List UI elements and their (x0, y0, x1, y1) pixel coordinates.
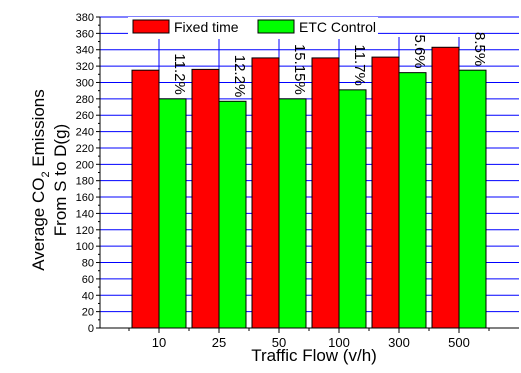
x-tick-label-500: 500 (448, 335, 470, 350)
x-axis-title: Traffic Flow (v/h) (251, 346, 377, 365)
legend-swatch-1 (257, 19, 295, 34)
bar-fixed-time-300 (371, 56, 400, 329)
y-tick-label-360: 360 (76, 28, 94, 40)
y-tick-label-340: 340 (76, 45, 94, 57)
y-tick-label-380: 380 (76, 12, 94, 24)
y-tick-label-220: 220 (76, 143, 94, 155)
y-axis-title-subscript: 2 (40, 171, 52, 177)
x-tick-label-25: 25 (212, 335, 226, 350)
bar-etc-control-500 (458, 69, 487, 329)
y-tick-label-40: 40 (82, 290, 94, 302)
bar-fixed-time-25 (191, 68, 220, 329)
x-tick-label-50: 50 (272, 335, 286, 350)
bars (131, 46, 487, 329)
y-tick-label-140: 140 (76, 208, 94, 220)
legend: Fixed time ETC Control (128, 17, 378, 39)
annotations: 11.2% 12.2% 15.15% 11.7% 5.6% 8.5% (171, 32, 488, 97)
bar-etc-control-300 (398, 72, 427, 329)
bar-fixed-time-50 (251, 57, 280, 329)
annotation-100: 11.7% (351, 44, 368, 85)
annotation-500: 8.5% (471, 32, 488, 66)
y-tick-label-320: 320 (76, 61, 94, 73)
y-tick-label-80: 80 (82, 258, 94, 270)
annotation-10: 11.2% (171, 53, 188, 94)
legend-label-1: ETC Control (299, 19, 376, 35)
bar-etc-control-50 (278, 98, 307, 329)
y-tick-label-0: 0 (88, 323, 94, 335)
y-axis-title: Average CO2 Emissions From S to D(g) (29, 89, 70, 271)
annotation-25: 12.2% (231, 55, 248, 98)
y-tick-label-120: 120 (76, 225, 94, 237)
bar-fixed-time-10 (131, 69, 160, 329)
y-tick-label-300: 300 (76, 77, 94, 89)
y-tick-label-260: 260 (76, 110, 94, 122)
bar-etc-control-100 (338, 89, 367, 329)
legend-background (128, 17, 378, 39)
legend-swatch-0 (132, 19, 170, 34)
bar-etc-control-25 (218, 100, 247, 329)
bar-etc-control-10 (158, 98, 187, 329)
axes: 0 20 40 60 80 100 120 140 160 180 200 220 240 260 280 3… (76, 12, 519, 350)
y-tick-label-160: 160 (76, 192, 94, 204)
y-tick-label-240: 240 (76, 127, 94, 139)
y-tick-label-200: 200 (76, 159, 94, 171)
y-tick-label-280: 280 (76, 94, 94, 106)
y-tick-label-100: 100 (76, 241, 94, 253)
x-tick-label-300: 300 (388, 335, 410, 350)
x-tick-label-100: 100 (328, 335, 350, 350)
y-tick-label-20: 20 (82, 307, 94, 319)
y-axis-title-line1: Average CO2 Emissions (29, 89, 52, 271)
x-tick-label-10: 10 (152, 335, 166, 350)
legend-label-0: Fixed time (174, 19, 239, 35)
bar-fixed-time-100 (311, 57, 340, 329)
y-tick-label-180: 180 (76, 176, 94, 188)
bar-fixed-time-500 (431, 46, 460, 329)
y-axis-title-line2: From S to D(g) (51, 124, 70, 236)
annotation-300: 5.6% (411, 34, 428, 68)
y-tick-label-60: 60 (82, 274, 94, 286)
annotation-50: 15.15% (291, 44, 308, 95)
